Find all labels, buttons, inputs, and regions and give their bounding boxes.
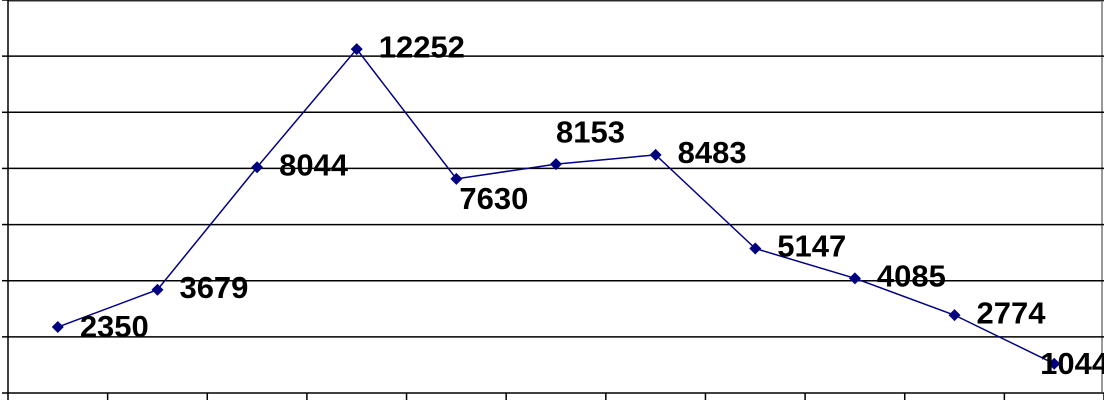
point xyxy=(749,242,762,255)
line xyxy=(57,47,1055,365)
point xyxy=(550,158,562,171)
point xyxy=(1048,357,1061,370)
point xyxy=(51,321,64,334)
data-label: 4085 xyxy=(877,259,946,294)
data-label: 5147 xyxy=(777,229,846,264)
data-label: 8483 xyxy=(678,135,747,170)
data-label: 2350 xyxy=(80,309,149,344)
point xyxy=(350,43,363,56)
data-label: 1044 xyxy=(1040,346,1104,381)
data-label: 12252 xyxy=(379,29,465,64)
data-label: 8044 xyxy=(279,147,349,182)
point xyxy=(848,272,861,285)
point xyxy=(151,283,164,296)
point xyxy=(948,309,961,322)
point xyxy=(649,148,662,161)
data-label: 3679 xyxy=(179,270,248,305)
point xyxy=(450,172,463,185)
data-label: 2774 xyxy=(977,295,1047,330)
point xyxy=(251,161,264,174)
data-label: 8153 xyxy=(556,114,625,149)
data-label: 7630 xyxy=(459,181,528,216)
